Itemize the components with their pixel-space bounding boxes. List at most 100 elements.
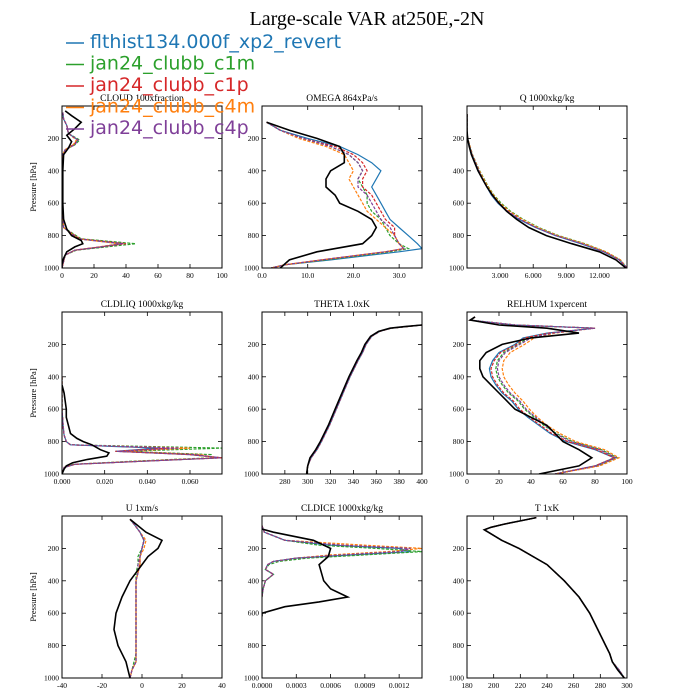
- x-tick-label: 80: [591, 477, 599, 486]
- y-tick-label: 200: [453, 544, 465, 553]
- y-tick-label: 600: [48, 609, 60, 618]
- plot-frame: [61, 105, 223, 269]
- x-tick-label: 20: [178, 681, 186, 690]
- plot-frame: [466, 105, 628, 269]
- series-line-jan24_clubb_c1p: [468, 316, 616, 474]
- panel-7: U 1xm/s 200 400 600 800 1000-40 -20 0 20 40 Pressu…: [28, 504, 226, 690]
- x-tick-label: 380: [394, 477, 406, 486]
- x-tick-label: 400: [416, 477, 428, 486]
- panel-3: Q 1000xkg/kg 200 400 600 800 1000 3.000 6.000 9.…: [449, 94, 628, 280]
- y-tick-label: 400: [248, 576, 260, 585]
- x-tick-label: 100: [216, 271, 228, 280]
- series-line-jan24_clubb_c4m: [467, 114, 627, 268]
- x-tick-label: 9.000: [558, 271, 575, 280]
- series-line-jan24_clubb_c1m: [129, 518, 145, 678]
- legend-label: jan24_clubb_c1p: [89, 74, 249, 96]
- x-tick-label: 0: [465, 477, 469, 486]
- reference-line: [266, 121, 378, 268]
- y-tick-label: 800: [248, 437, 260, 446]
- legend: flthist134.000f_xp2_revertjan24_clubb_c1…: [66, 31, 341, 139]
- y-tick-label: 1000: [44, 264, 59, 273]
- plot-area: [266, 121, 422, 268]
- legend-label: jan24_clubb_c4p: [89, 117, 249, 139]
- y-tick-label: 1000: [44, 674, 59, 683]
- y-tick-label: 600: [248, 199, 260, 208]
- series-line-flthist134.000f_xp2_revert: [266, 121, 422, 268]
- y-tick-label: 400: [453, 166, 465, 175]
- plot-frame: [61, 515, 223, 679]
- series-line-flthist134.000f_xp2_revert: [262, 525, 411, 598]
- series-line-jan24_clubb_c4p: [129, 518, 145, 678]
- main-title: Large-scale VAR at250E,-2N: [250, 8, 485, 30]
- y-axis-label: Pressure [hPa]: [28, 162, 38, 212]
- panel-title: RELHUM 1xpercent: [507, 300, 587, 310]
- plot-area: [482, 516, 625, 678]
- plot-area: [305, 324, 422, 474]
- series-line-jan24_clubb_c4p: [262, 525, 411, 598]
- series-line-flthist134.000f_xp2_revert: [468, 316, 616, 474]
- x-tick-label: 0.0009: [355, 681, 376, 690]
- y-tick-label: 800: [48, 437, 60, 446]
- panel-title: CLDICE 1000xkg/kg: [301, 504, 383, 514]
- panel-title: CLDLIQ 1000xkg/kg: [101, 300, 184, 310]
- reference-line: [482, 516, 625, 678]
- reference-line: [62, 110, 84, 268]
- panel-title: T 1xK: [535, 504, 560, 514]
- x-tick-label: 20.0: [347, 271, 360, 280]
- x-tick-label: 340: [348, 477, 360, 486]
- y-tick-label: 800: [248, 231, 260, 240]
- plot-area: [467, 114, 627, 268]
- y-tick-label: 1000: [449, 470, 464, 479]
- y-tick-label: 800: [453, 641, 465, 650]
- reference-line: [113, 518, 164, 678]
- x-tick-label: 80: [186, 271, 194, 280]
- y-tick-label: 200: [453, 134, 465, 143]
- y-tick-label: 400: [48, 576, 60, 585]
- plot-area: [468, 316, 621, 474]
- x-tick-label: 300: [621, 681, 633, 690]
- y-tick-label: 400: [453, 576, 465, 585]
- x-tick-label: 300: [302, 477, 314, 486]
- x-tick-label: 20: [495, 477, 503, 486]
- y-tick-label: 200: [248, 134, 260, 143]
- y-tick-label: 800: [453, 437, 465, 446]
- y-axis-label: Pressure [hPa]: [28, 572, 38, 622]
- y-tick-label: 1000: [244, 470, 259, 479]
- x-tick-label: 40: [218, 681, 226, 690]
- x-tick-label: 320: [325, 477, 337, 486]
- x-tick-label: 260: [568, 681, 580, 690]
- y-tick-label: 400: [48, 166, 60, 175]
- x-tick-label: -40: [57, 681, 67, 690]
- y-tick-label: 600: [453, 609, 465, 618]
- reference-line: [305, 324, 422, 474]
- series-line-jan24_clubb_c1m: [262, 525, 422, 598]
- legend-label: jan24_clubb_c4m: [89, 96, 255, 118]
- y-tick-label: 600: [453, 405, 465, 414]
- x-tick-label: 280: [279, 477, 291, 486]
- y-tick-label: 1000: [44, 470, 59, 479]
- series-line-jan24_clubb_c4m: [129, 518, 147, 678]
- plot-frame: [261, 105, 423, 269]
- y-tick-label: 200: [248, 340, 260, 349]
- plot-frame: [61, 311, 223, 475]
- reference-line: [62, 384, 111, 474]
- panel-title: THETA 1.0xK: [314, 300, 370, 310]
- y-tick-label: 800: [453, 231, 465, 240]
- panel-title: U 1xm/s: [126, 504, 159, 514]
- plot-frame: [466, 515, 628, 679]
- plot-frame: [261, 311, 423, 475]
- reference-line: [467, 114, 627, 268]
- panel-title: CLOUD 100xfraction: [100, 93, 184, 104]
- series-line-jan24_clubb_c1p: [262, 525, 411, 598]
- y-tick-label: 600: [453, 199, 465, 208]
- x-tick-label: 0.000: [54, 477, 71, 486]
- x-tick-label: 20: [90, 271, 98, 280]
- y-tick-label: 1000: [244, 264, 259, 273]
- x-tick-label: 30.0: [393, 271, 406, 280]
- y-tick-label: 600: [48, 405, 60, 414]
- plot-frame: [261, 515, 423, 679]
- y-tick-label: 400: [248, 372, 260, 381]
- y-tick-label: 1000: [449, 674, 464, 683]
